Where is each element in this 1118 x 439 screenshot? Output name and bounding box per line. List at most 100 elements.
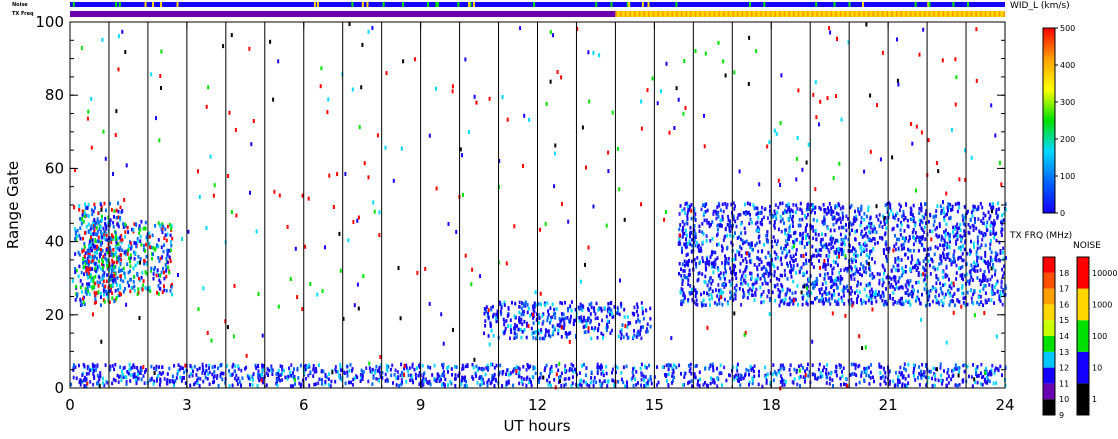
scatter-cell — [942, 251, 945, 256]
scatter-cell — [717, 40, 720, 45]
noise-strip-tick — [115, 2, 118, 7]
txfreq-strip-tick — [699, 11, 702, 17]
scatter-cell — [82, 220, 85, 224]
scatter-cell — [870, 249, 873, 253]
scatter-cell — [789, 363, 792, 368]
scatter-cell — [395, 383, 398, 387]
scatter-cell — [494, 316, 497, 321]
scatter-cell — [990, 266, 993, 271]
scatter-cell — [867, 205, 870, 209]
scatter-cell — [361, 377, 364, 381]
scatter-cell — [982, 284, 985, 288]
scatter-cell — [879, 220, 882, 225]
scatter-cell — [831, 279, 834, 283]
scatter-cell — [860, 370, 863, 375]
scatter-cell — [910, 289, 913, 294]
scatter-cell — [976, 276, 979, 280]
scatter-cell — [555, 364, 558, 368]
scatter-cell — [680, 299, 683, 304]
scatter-cell — [741, 239, 744, 243]
scatter-cell — [108, 300, 111, 305]
scatter-cell — [694, 212, 697, 216]
scatter-cell — [564, 316, 567, 321]
scatter-cell — [755, 206, 758, 210]
scatter-cell — [81, 213, 84, 217]
scatter-cell — [940, 208, 943, 213]
scatter-cell — [844, 286, 847, 290]
scatter-cell — [98, 259, 101, 264]
scatter-cell — [964, 303, 967, 307]
scatter-cell — [927, 138, 930, 143]
scatter-cell — [341, 368, 344, 372]
scatter-cell — [593, 376, 596, 380]
scatter-cell — [441, 383, 443, 387]
scatter-cell — [939, 204, 942, 209]
scatter-cell — [769, 254, 772, 258]
scatter-cell — [605, 328, 608, 333]
scatter-cell — [682, 383, 685, 387]
scatter-cell — [92, 209, 95, 214]
scatter-cell — [289, 277, 292, 281]
scatter-cell — [708, 224, 711, 229]
scatter-cell — [332, 205, 335, 209]
scatter-cell — [907, 300, 910, 304]
scatter-cell — [646, 381, 649, 385]
scatter-cell — [596, 365, 599, 369]
scatter-cell — [828, 202, 831, 206]
scatter-cell — [987, 298, 990, 302]
scatter-cell — [527, 306, 530, 311]
scatter-cell — [752, 203, 755, 207]
noise-strip-tick — [152, 2, 155, 7]
scatter-cell — [711, 279, 714, 283]
scatter-cell — [762, 215, 765, 220]
scatter-cell — [728, 225, 731, 230]
scatter-cell — [862, 299, 865, 304]
scatter-cell — [972, 224, 975, 229]
scatter-cell — [920, 205, 923, 210]
noise-strip-tick — [967, 2, 970, 7]
scatter-cell — [73, 205, 76, 210]
scatter-cell — [784, 255, 787, 260]
scatter-cell — [270, 369, 273, 373]
scatter-cell — [93, 369, 95, 373]
scatter-cell — [860, 232, 863, 236]
scatter-cell — [135, 241, 138, 245]
scatter-cell — [534, 366, 537, 370]
scatter-cell — [995, 334, 998, 339]
scatter-cell — [766, 282, 769, 286]
scatter-cell — [135, 375, 138, 380]
scatter-cell — [883, 271, 885, 276]
scatter-cell — [954, 383, 957, 387]
scatter-cell — [952, 281, 955, 286]
scatter-cell — [820, 248, 823, 252]
scatter-cell — [929, 369, 932, 374]
scatter-cell — [119, 286, 122, 290]
txfreq-strip-tick — [821, 11, 823, 17]
scatter-cell — [942, 200, 944, 205]
scatter-cell — [724, 277, 726, 281]
scatter-cell — [83, 214, 86, 219]
scatter-cell — [636, 331, 639, 336]
scatter-cell — [225, 364, 228, 368]
scatter-cell — [1003, 211, 1006, 216]
scatter-cell — [788, 205, 791, 210]
scatter-cell — [963, 247, 966, 252]
scatter-cell — [956, 383, 959, 388]
scatter-cell — [863, 227, 866, 231]
scatter-cell — [918, 218, 921, 223]
scatter-cell — [892, 248, 895, 253]
scatter-cell — [205, 368, 208, 373]
scatter-cell — [583, 362, 585, 367]
scatter-cell — [646, 322, 649, 327]
scatter-cell — [132, 266, 135, 271]
scatter-cell — [881, 263, 884, 268]
scatter-cell — [858, 380, 861, 385]
scatter-cell — [967, 374, 970, 379]
scatter-cell — [169, 289, 172, 293]
scatter-cell — [605, 371, 608, 376]
scatter-cell — [348, 22, 351, 26]
scatter-cell — [257, 375, 260, 380]
txfreq-strip-tick — [666, 11, 669, 17]
scatter-cell — [909, 249, 912, 253]
scatter-cell — [500, 312, 503, 316]
